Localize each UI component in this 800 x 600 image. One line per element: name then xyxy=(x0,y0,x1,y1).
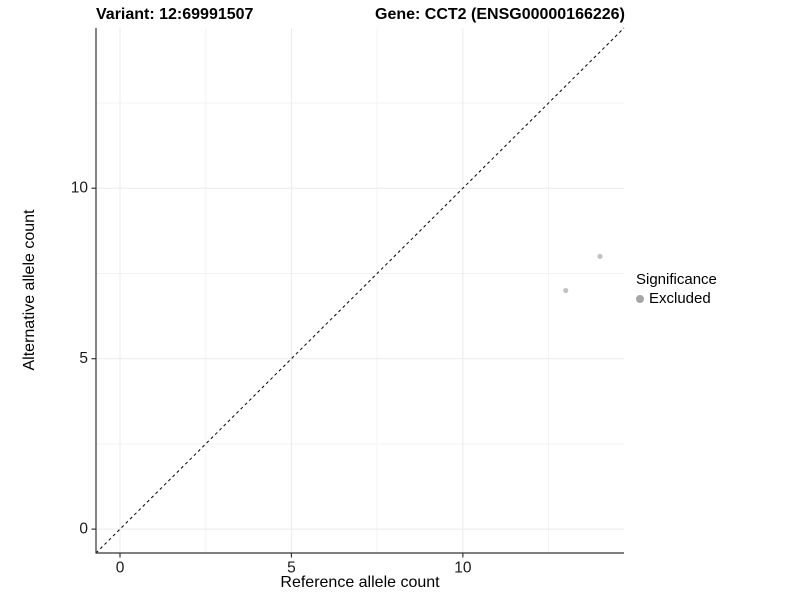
variant-title: Variant: 12:69991507 xyxy=(96,6,254,23)
y-tick-label: 0 xyxy=(79,521,88,538)
legend-key-dot xyxy=(636,294,644,303)
data-point xyxy=(563,287,569,294)
x-tick-label: 10 xyxy=(454,559,472,576)
x-tick-label: 0 xyxy=(116,559,125,576)
legend-item-excluded: Excluded xyxy=(636,290,717,307)
x-tick-label: 5 xyxy=(287,559,296,576)
y-tick-label: 5 xyxy=(79,350,88,367)
data-point xyxy=(597,253,603,260)
y-axis-title: Alternative allele count xyxy=(21,209,38,371)
identity-line xyxy=(95,27,625,554)
legend-item-label: Excluded xyxy=(649,290,711,307)
gene-title: Gene: CCT2 (ENSG00000166226) xyxy=(375,6,625,23)
x-axis-title: Reference allele count xyxy=(280,574,440,591)
legend: Significance Excluded xyxy=(636,271,717,307)
legend-title: Significance xyxy=(636,271,717,288)
y-tick-label: 10 xyxy=(71,180,89,197)
